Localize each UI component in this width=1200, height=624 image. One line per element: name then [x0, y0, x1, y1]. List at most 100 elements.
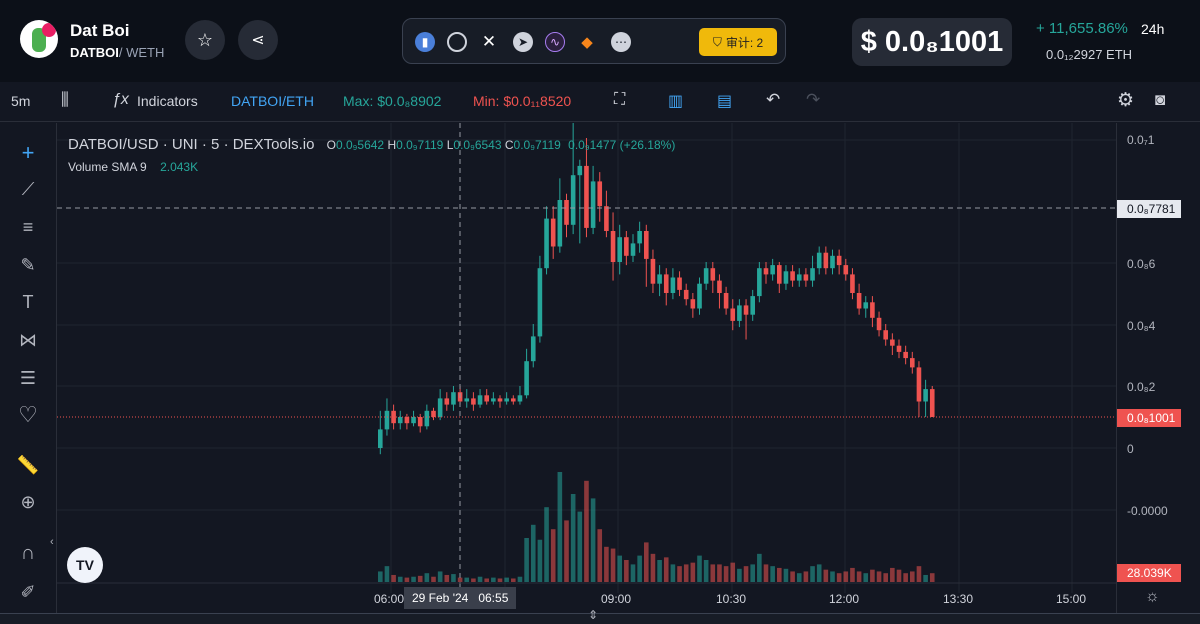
volume-bar: [830, 571, 835, 582]
interval-selector[interactable]: 5m: [11, 93, 31, 109]
x-twitter-icon[interactable]: ✕: [481, 32, 497, 51]
volume-bar: [810, 566, 815, 582]
ruler-icon[interactable]: 📏: [16, 454, 40, 475]
zoom-icon[interactable]: ⊕: [20, 491, 36, 512]
candle-body: [590, 181, 596, 228]
price-chart[interactable]: DATBOI/USD · UNI · 5 · DEXTools.io O0.0₉…: [57, 123, 1116, 613]
volume-bar: [570, 494, 576, 582]
ohlc-l: 0.0₉6543: [453, 138, 502, 152]
candle-body: [816, 252, 822, 269]
pattern-icon[interactable]: ⋈: [19, 329, 37, 350]
candle-type-icon[interactable]: ⫼: [61, 90, 69, 109]
change-period: 24h: [1141, 21, 1165, 37]
candle-body: [890, 339, 895, 346]
candle-body: [750, 296, 755, 315]
volume-bar: [890, 567, 895, 582]
audit-badge[interactable]: ⛉ 审计: 2: [699, 28, 777, 56]
candle-body: [431, 410, 436, 417]
volume-bar: [876, 571, 882, 582]
more-icon[interactable]: ⋯: [611, 32, 631, 52]
lock-drawing-icon[interactable]: ✐: [20, 581, 36, 602]
pair-quote: / WETH: [118, 45, 165, 60]
price-eth: 0.0₁₂2927 ETH: [1046, 47, 1133, 62]
heart-icon[interactable]: ♡: [18, 402, 38, 427]
indicators-button[interactable]: Indicators: [137, 93, 198, 109]
dextools-icon[interactable]: ▮: [415, 32, 435, 52]
volume-bar: [690, 562, 696, 582]
token-logo: [20, 20, 58, 58]
volume-bar: [617, 555, 622, 582]
candle-body: [830, 255, 835, 269]
candle-body: [491, 398, 496, 402]
camera-icon[interactable]: ◙: [1155, 90, 1166, 109]
volume-bar: [923, 574, 928, 582]
price-usd: $ 0.0₈1001: [852, 18, 1012, 66]
candle-body: [870, 302, 875, 318]
candle-body: [471, 398, 476, 405]
candle-body: [703, 268, 709, 284]
fx-icon[interactable]: ƒx: [112, 91, 129, 108]
exchange-icon[interactable]: ∿: [545, 32, 565, 52]
share-icon: ⋖: [251, 32, 265, 49]
volume-bar: [417, 575, 423, 582]
magnet-icon[interactable]: ∩: [20, 541, 36, 564]
candle-body: [730, 308, 736, 321]
volume-bar: [524, 538, 529, 582]
metamask-icon[interactable]: ◆: [581, 34, 593, 51]
volume-bar: [730, 562, 736, 582]
candle-body: [617, 237, 622, 262]
candle-body: [836, 255, 842, 266]
volume-bar: [697, 555, 702, 582]
volume-bar: [856, 571, 862, 582]
panel-resize-handle[interactable]: ⇕: [0, 608, 1200, 624]
chart-canvas[interactable]: [57, 123, 1116, 613]
website-icon[interactable]: [447, 32, 467, 52]
max-price: Max: $0.0₈8902: [343, 93, 442, 109]
undo-icon[interactable]: ↶: [766, 90, 781, 109]
share-button[interactable]: ⋖: [238, 20, 278, 60]
trend-line-icon[interactable]: ⟋: [21, 178, 35, 199]
candle-body: [604, 206, 609, 231]
volume-bar: [544, 507, 549, 582]
candle-body: [690, 299, 696, 309]
brush-icon[interactable]: ✎: [20, 254, 36, 275]
volume-bar: [863, 573, 869, 582]
volume-bar: [823, 569, 829, 582]
volume-bar: [597, 529, 603, 582]
fullscreen-icon[interactable]: ⛶: [614, 91, 626, 108]
candle-body: [537, 268, 543, 337]
candle-body: [437, 398, 443, 417]
candle-body: [624, 237, 629, 256]
collapse-toolbar-icon[interactable]: ‹: [50, 536, 54, 548]
y-tick: 0.0₈6: [1127, 257, 1156, 271]
settings-icon[interactable]: ⚙: [1117, 90, 1135, 111]
candles-icon[interactable]: ▥: [668, 93, 684, 110]
crosshair-icon[interactable]: +: [21, 140, 35, 165]
candle-body: [810, 268, 815, 281]
fibonacci-icon[interactable]: ☰: [19, 367, 37, 388]
volume-bar: [457, 577, 463, 582]
volume-bar: [883, 573, 888, 582]
favorite-button[interactable]: ☆: [185, 20, 225, 60]
drawing-toolbar: + ⟋ ≡ ✎ T ⋈ ☰ ♡ 📏 ⊕ ∩ ✐ ‹: [0, 123, 57, 613]
volume-bar: [537, 539, 543, 582]
volume-bar: [723, 566, 729, 582]
candle-body: [650, 258, 656, 284]
pair-label[interactable]: DATBOI/ETH: [231, 93, 314, 109]
volume-bar: [903, 573, 908, 582]
price-axis[interactable]: 0.0₇1 0.0₈7781 0.0₈6 0.0₈4 0.0₈2 0.0₈100…: [1116, 123, 1200, 613]
volume-bar: [650, 553, 656, 582]
candle-body: [597, 181, 603, 207]
candle-body: [923, 389, 928, 402]
text-tool-icon[interactable]: T: [22, 291, 34, 312]
bars-icon[interactable]: ▤: [717, 93, 733, 110]
volume-bar: [431, 576, 436, 582]
volume-bar: [790, 571, 795, 582]
telegram-icon[interactable]: ➤: [513, 32, 533, 52]
horizontal-lines-icon[interactable]: ≡: [22, 216, 34, 237]
volume-bar: [397, 576, 403, 582]
axis-settings-icon[interactable]: ☼: [1145, 588, 1160, 605]
redo-icon[interactable]: ↷: [806, 90, 821, 109]
token-pair: DATBOI/ WETH: [70, 45, 164, 60]
candle-body: [644, 231, 649, 259]
